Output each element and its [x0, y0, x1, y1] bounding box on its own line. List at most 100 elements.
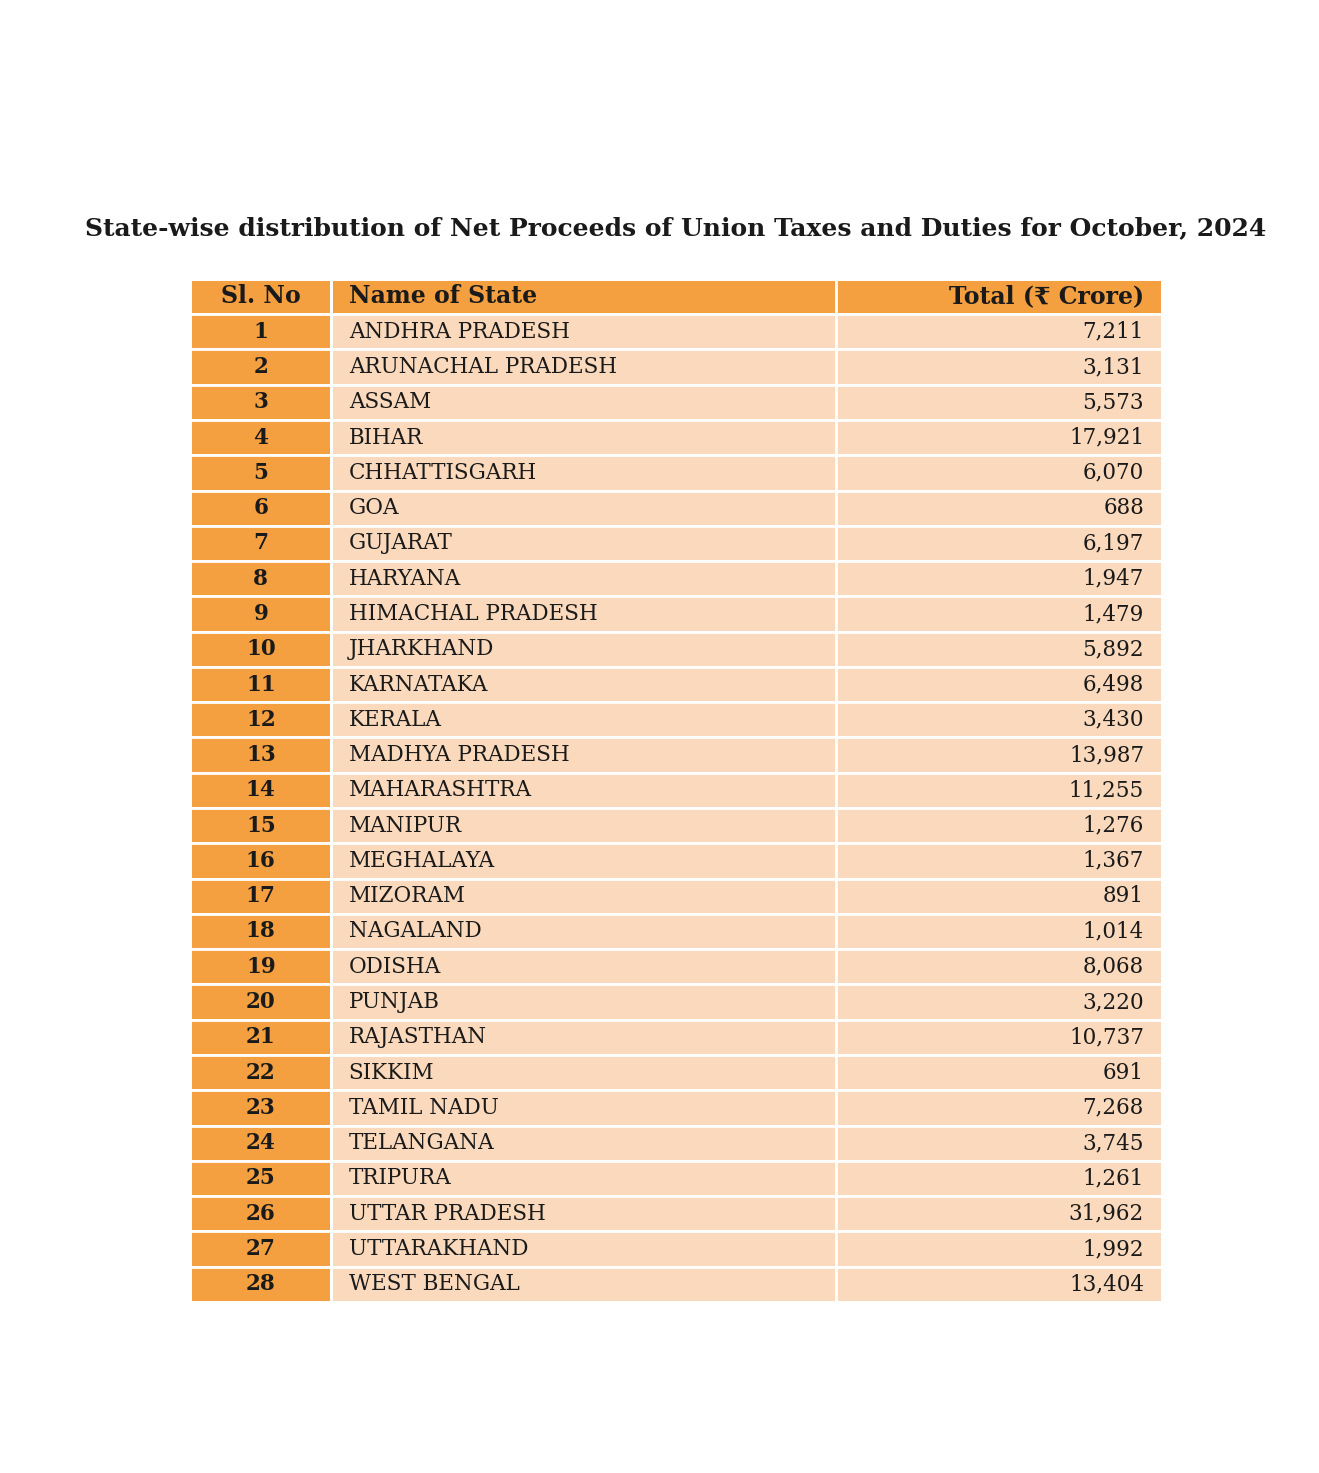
Text: 5,892: 5,892 — [1083, 638, 1144, 660]
Text: 18: 18 — [245, 921, 276, 943]
Text: 3,131: 3,131 — [1083, 356, 1144, 379]
Text: 9: 9 — [253, 602, 268, 625]
Text: 24: 24 — [245, 1133, 276, 1155]
Text: 1,276: 1,276 — [1083, 815, 1144, 837]
Text: 1,367: 1,367 — [1083, 850, 1144, 872]
Bar — [331, 632, 1162, 667]
Text: CHHATTISGARH: CHHATTISGARH — [348, 463, 537, 483]
Text: Sl. No: Sl. No — [222, 284, 301, 308]
Text: NAGALAND: NAGALAND — [348, 921, 481, 943]
Bar — [190, 949, 331, 984]
Bar — [331, 1090, 1162, 1125]
Text: 20: 20 — [245, 991, 276, 1013]
Text: KERALA: KERALA — [348, 709, 442, 731]
Bar — [190, 1055, 331, 1090]
Text: ASSAM: ASSAM — [348, 392, 431, 414]
Text: ANDHRA PRADESH: ANDHRA PRADESH — [348, 321, 570, 343]
Text: TAMIL NADU: TAMIL NADU — [348, 1097, 499, 1119]
Bar — [190, 878, 331, 913]
Bar — [190, 491, 331, 526]
Text: 1: 1 — [253, 321, 268, 343]
Bar — [190, 1090, 331, 1125]
Text: 6,197: 6,197 — [1083, 532, 1144, 554]
Text: 6: 6 — [253, 498, 268, 518]
Text: TRIPURA: TRIPURA — [348, 1168, 451, 1189]
Bar — [331, 703, 1162, 738]
Bar — [331, 984, 1162, 1019]
Bar — [331, 420, 1162, 455]
Bar — [331, 314, 1162, 349]
Text: 691: 691 — [1103, 1062, 1144, 1084]
Text: 10,737: 10,737 — [1070, 1027, 1144, 1049]
Text: MEGHALAYA: MEGHALAYA — [348, 850, 495, 872]
Text: 7,211: 7,211 — [1083, 321, 1144, 343]
Text: 7: 7 — [253, 532, 268, 554]
Bar — [190, 773, 331, 809]
Bar — [331, 1125, 1162, 1161]
Bar — [331, 1196, 1162, 1231]
Text: 15: 15 — [245, 815, 276, 837]
Bar — [190, 1231, 331, 1267]
Bar — [331, 491, 1162, 526]
Bar — [190, 984, 331, 1019]
Text: MANIPUR: MANIPUR — [348, 815, 462, 837]
Text: 13: 13 — [245, 744, 276, 766]
Bar — [190, 667, 331, 703]
Bar — [331, 349, 1162, 384]
Text: 5,573: 5,573 — [1083, 392, 1144, 414]
Text: KARNATAKA: KARNATAKA — [348, 673, 488, 695]
Bar — [331, 913, 1162, 949]
Text: 26: 26 — [245, 1202, 276, 1224]
Bar — [331, 773, 1162, 809]
Text: 14: 14 — [245, 779, 276, 801]
Text: 3,220: 3,220 — [1083, 991, 1144, 1013]
Bar — [331, 738, 1162, 773]
Text: WEST BENGAL: WEST BENGAL — [348, 1273, 520, 1295]
Text: 10: 10 — [245, 638, 276, 660]
Text: JHARKHAND: JHARKHAND — [348, 638, 495, 660]
Text: Total (₹ Crore): Total (₹ Crore) — [948, 284, 1144, 308]
Bar — [331, 1231, 1162, 1267]
Text: SIKKIM: SIKKIM — [348, 1062, 434, 1084]
Bar — [190, 632, 331, 667]
Bar — [190, 314, 331, 349]
Bar — [331, 878, 1162, 913]
Text: 17,921: 17,921 — [1068, 427, 1144, 449]
Bar — [190, 1267, 331, 1302]
Text: 28: 28 — [245, 1273, 276, 1295]
Text: ODISHA: ODISHA — [348, 956, 441, 978]
Text: 22: 22 — [245, 1062, 276, 1084]
Bar — [190, 843, 331, 878]
Bar — [331, 1019, 1162, 1055]
Text: 1,947: 1,947 — [1083, 567, 1144, 589]
Bar — [190, 349, 331, 384]
Bar — [331, 455, 1162, 491]
Bar — [190, 1161, 331, 1196]
Text: HARYANA: HARYANA — [348, 567, 460, 589]
Text: UTTARAKHAND: UTTARAKHAND — [348, 1237, 528, 1259]
Bar — [190, 1125, 331, 1161]
Text: 891: 891 — [1103, 885, 1144, 907]
Bar — [331, 667, 1162, 703]
Text: 4: 4 — [253, 427, 268, 449]
Text: 21: 21 — [245, 1027, 276, 1049]
Text: State-wise distribution of Net Proceeds of Union Taxes and Duties for October, 2: State-wise distribution of Net Proceeds … — [86, 217, 1266, 240]
Bar — [190, 703, 331, 738]
Text: BIHAR: BIHAR — [348, 427, 423, 449]
Text: 17: 17 — [245, 885, 276, 907]
Text: HIMACHAL PRADESH: HIMACHAL PRADESH — [348, 602, 598, 625]
Text: 31,962: 31,962 — [1068, 1202, 1144, 1224]
Bar — [190, 455, 331, 491]
Text: 2: 2 — [253, 356, 268, 379]
Text: 25: 25 — [245, 1168, 276, 1189]
Bar — [331, 278, 1162, 314]
Text: 13,987: 13,987 — [1068, 744, 1144, 766]
Text: 3,430: 3,430 — [1083, 709, 1144, 731]
Text: RAJASTHAN: RAJASTHAN — [348, 1027, 487, 1049]
Text: 1,479: 1,479 — [1083, 602, 1144, 625]
Text: 12: 12 — [245, 709, 276, 731]
Text: ARUNACHAL PRADESH: ARUNACHAL PRADESH — [348, 356, 617, 379]
Bar — [190, 384, 331, 420]
Text: 8: 8 — [253, 567, 268, 589]
Text: MADHYA PRADESH: MADHYA PRADESH — [348, 744, 570, 766]
